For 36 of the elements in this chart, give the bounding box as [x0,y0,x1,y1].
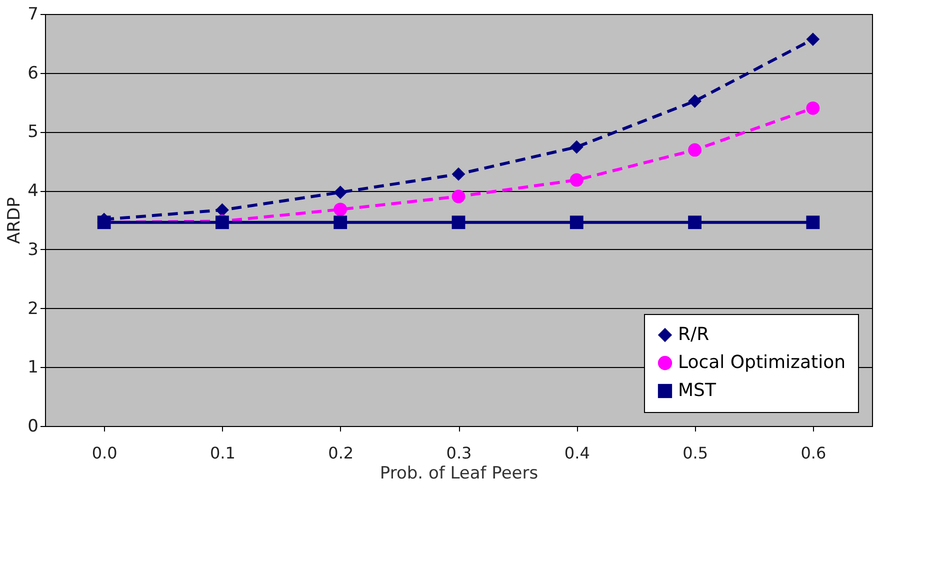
x-tick-label: 0.4 [564,444,590,462]
point [334,186,348,200]
point [806,216,820,230]
x-tick-label: 0.3 [446,444,472,462]
x-tick-label: 0.2 [328,444,354,462]
point [334,202,348,216]
y-tick-label: 0 [28,416,38,436]
point [452,216,466,230]
y-axis-title: ARDP [4,197,25,244]
point [570,216,584,230]
y-tick-label: 7 [28,4,38,24]
legend-label: Local Optimization [678,352,846,373]
point [216,203,229,217]
point [688,143,702,157]
point [806,32,820,46]
y-tick-label: 1 [28,358,38,378]
point [806,101,820,115]
y-tick-label: 5 [28,122,38,142]
point [570,140,584,154]
y-tick-label: 4 [28,181,38,202]
x-tick-label: 0.5 [682,444,708,462]
legend-label: MST [678,380,717,401]
x-axis-title: Prob. of Leaf Peers [380,464,538,484]
x-tick-label: 0.0 [92,444,118,462]
point [688,94,702,108]
legend-label: R/R [678,324,710,345]
y-tick-label: 6 [28,63,38,84]
y-tick-label: 3 [28,240,38,260]
point [452,167,466,181]
x-tick-label: 0.6 [800,444,826,462]
x-tick-label: 0.1 [210,444,236,462]
point [452,190,466,204]
point [570,173,584,187]
point [334,216,348,230]
y-tick-label: 2 [28,298,38,319]
point [688,216,702,230]
